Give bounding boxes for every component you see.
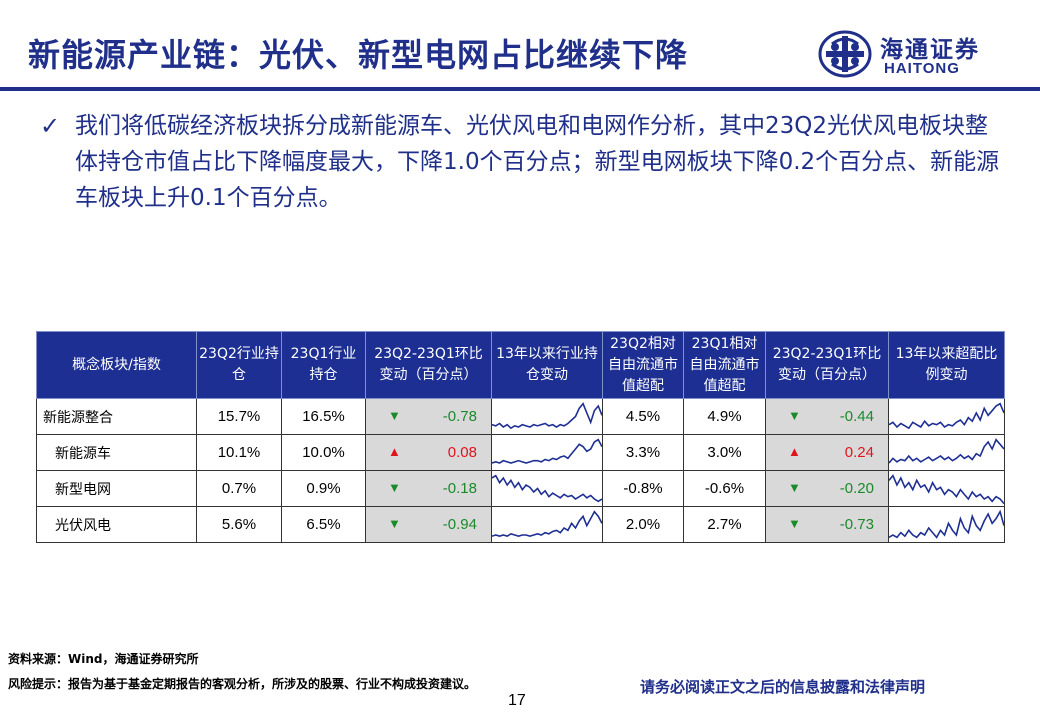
down-arrow-icon: ▼ <box>788 516 801 531</box>
q2-overweight: 3.3% <box>602 434 684 471</box>
table-row: 光伏风电 5.6% 6.5% ▼ -0.94 2.0% 2.7% ▼ -0.73 <box>36 506 1005 543</box>
holding-change: -0.94 <box>442 516 477 533</box>
table-row: 新能源整合 15.7% 16.5% ▼ -0.78 4.5% 4.9% ▼ -0.44 <box>36 398 1005 435</box>
header-overweight-trend: 13年以来超配比例变动 <box>888 331 1005 399</box>
sparkline-series <box>492 476 602 502</box>
down-arrow-icon: ▼ <box>388 408 401 423</box>
sector-name: 新能源整合 <box>36 398 197 435</box>
holdings-table: 概念板块/指数 23Q2行业持仓 23Q1行业持仓 23Q2-23Q1环比变动（… <box>36 331 1005 543</box>
sparkline <box>889 399 1004 434</box>
overweight-change: -0.73 <box>839 516 874 533</box>
logo-english-text: HAITONG <box>884 60 960 77</box>
q2-holding: 5.6% <box>196 506 282 543</box>
sparkline <box>492 471 602 506</box>
q1-overweight: 3.0% <box>683 434 766 471</box>
overweight-trend-sparkline <box>888 506 1005 543</box>
q1-overweight: 2.7% <box>683 506 766 543</box>
table-header-row: 概念板块/指数 23Q2行业持仓 23Q1行业持仓 23Q2-23Q1环比变动（… <box>36 331 1005 399</box>
down-arrow-icon: ▼ <box>788 480 801 495</box>
haitong-emblem-icon <box>818 30 872 78</box>
header-q2-overweight: 23Q2相对自由流通市值超配 <box>602 331 684 399</box>
source-note: 资料来源：Wind，海通证券研究所 <box>8 652 199 666</box>
q1-holding: 6.5% <box>281 506 366 543</box>
sparkline <box>889 435 1004 470</box>
overweight-change: -0.44 <box>839 408 874 425</box>
q2-holding: 10.1% <box>196 434 282 471</box>
q1-holding: 10.0% <box>281 434 366 471</box>
sector-name: 新型电网 <box>36 470 197 507</box>
risk-note: 风险提示：报告为基于基金定期报告的客观分析，所涉及的股票、行业不构成投资建议。 <box>8 677 477 691</box>
q1-holding: 0.9% <box>281 470 366 507</box>
sparkline-series <box>889 512 1004 538</box>
q2-overweight: 4.5% <box>602 398 684 435</box>
page-number: 17 <box>508 692 526 709</box>
header-sector: 概念板块/指数 <box>36 331 197 399</box>
overweight-change: -0.20 <box>839 480 874 497</box>
holding-change-cell: ▼ -0.94 <box>365 506 492 543</box>
overweight-change-cell: ▼ -0.20 <box>765 470 889 507</box>
overweight-change-cell: ▲ 0.24 <box>765 434 889 471</box>
page-title: 新能源产业链：光伏、新型电网占比继续下降 <box>28 36 689 74</box>
haitong-logo: 海通证券 HAITONG <box>818 30 1008 78</box>
table-row: 新能源车 10.1% 10.0% ▲ 0.08 3.3% 3.0% ▲ 0.24 <box>36 434 1005 471</box>
overweight-trend-sparkline <box>888 470 1005 507</box>
overweight-change-cell: ▼ -0.73 <box>765 506 889 543</box>
overweight-trend-sparkline <box>888 398 1005 435</box>
table-row: 新型电网 0.7% 0.9% ▼ -0.18 -0.8% -0.6% ▼ -0.20 <box>36 470 1005 507</box>
sparkline <box>492 435 602 470</box>
sparkline-series <box>889 440 1004 463</box>
sparkline-series <box>492 440 602 463</box>
header-holding-change: 23Q2-23Q1环比变动（百分点） <box>365 331 492 399</box>
sparkline <box>492 399 602 434</box>
q1-holding: 16.5% <box>281 398 366 435</box>
holding-change-cell: ▼ -0.78 <box>365 398 492 435</box>
summary-text: 我们将低碳经济板块拆分成新能源车、光伏风电和电网作分析，其中23Q2光伏风电板块… <box>75 113 1000 211</box>
sparkline-series <box>492 512 602 537</box>
header-overweight-change: 23Q2-23Q1环比变动（百分点） <box>765 331 889 399</box>
q2-overweight: -0.8% <box>602 470 684 507</box>
holding-trend-sparkline <box>491 470 603 507</box>
up-arrow-icon: ▲ <box>388 444 401 459</box>
q1-overweight: -0.6% <box>683 470 766 507</box>
sparkline <box>492 507 602 542</box>
overweight-change-cell: ▼ -0.44 <box>765 398 889 435</box>
header-q1-overweight: 23Q1相对自由流通市值超配 <box>683 331 766 399</box>
holding-change: 0.08 <box>447 444 477 461</box>
holding-change: -0.78 <box>442 408 477 425</box>
q2-holding: 0.7% <box>196 470 282 507</box>
logo-chinese-text: 海通证券 <box>880 36 980 63</box>
holding-trend-sparkline <box>491 434 603 471</box>
sparkline-series <box>889 404 1004 429</box>
holding-change: -0.18 <box>442 480 477 497</box>
down-arrow-icon: ▼ <box>788 408 801 423</box>
q2-holding: 15.7% <box>196 398 282 435</box>
q2-overweight: 2.0% <box>602 506 684 543</box>
down-arrow-icon: ▼ <box>388 516 401 531</box>
title-divider <box>0 87 1040 91</box>
sparkline-series <box>492 404 602 429</box>
down-arrow-icon: ▼ <box>388 480 401 495</box>
up-arrow-icon: ▲ <box>788 444 801 459</box>
holding-trend-sparkline <box>491 506 603 543</box>
sparkline-series <box>889 476 1004 504</box>
disclaimer-link[interactable]: 请务必阅读正文之后的信息披露和法律声明 <box>640 678 926 696</box>
header-q1-holding: 23Q1行业持仓 <box>281 331 366 399</box>
header-holding-trend: 13年以来行业持仓变动 <box>491 331 603 399</box>
overweight-trend-sparkline <box>888 434 1005 471</box>
overweight-change: 0.24 <box>844 444 874 461</box>
holding-trend-sparkline <box>491 398 603 435</box>
check-icon: ✓ <box>40 112 61 140</box>
sector-name: 新能源车 <box>36 434 197 471</box>
sparkline <box>889 507 1004 542</box>
sparkline <box>889 471 1004 506</box>
holding-change-cell: ▲ 0.08 <box>365 434 492 471</box>
q1-overweight: 4.9% <box>683 398 766 435</box>
header-q2-holding: 23Q2行业持仓 <box>196 331 282 399</box>
sector-name: 光伏风电 <box>36 506 197 543</box>
holding-change-cell: ▼ -0.18 <box>365 470 492 507</box>
